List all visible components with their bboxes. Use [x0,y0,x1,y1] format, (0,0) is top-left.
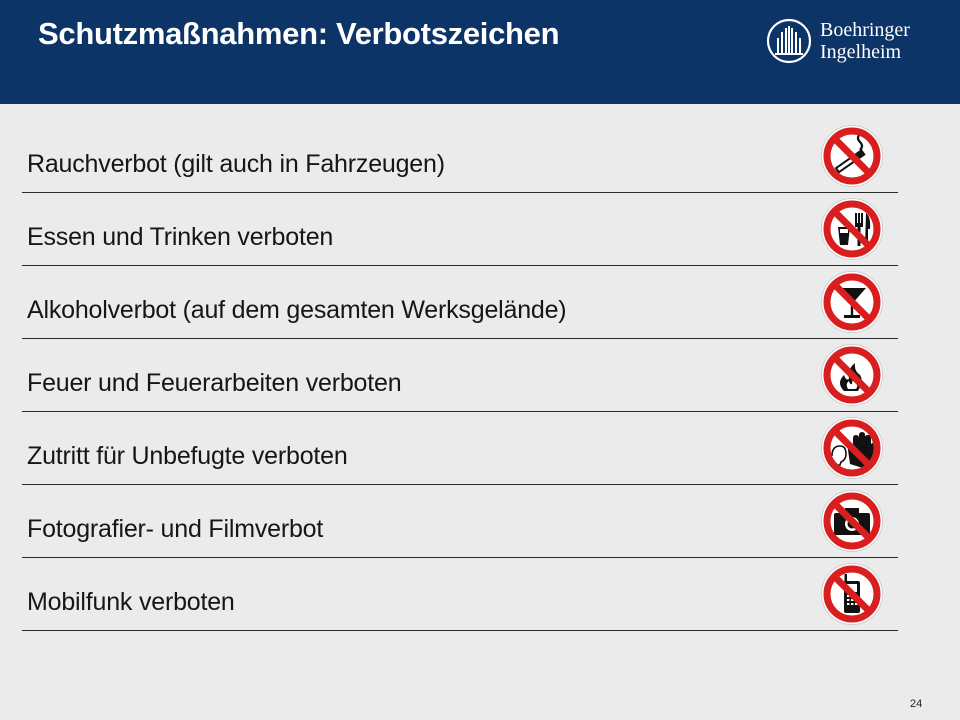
no-photography-sign-icon [820,489,884,553]
header-bar: Schutzmaßnahmen: Verbotszeichen Boehring… [0,0,960,104]
prohibition-list: Rauchverbot (gilt auch in Fahrzeugen) Es… [22,120,898,631]
logo-line-1: Boehringer [820,19,910,41]
no-smoking-sign-icon [820,124,884,188]
list-item-label: Alkoholverbot (auf dem gesamten Werksgel… [27,296,567,324]
no-entry-unauthorized-sign-icon [820,416,884,480]
no-alcohol-sign-icon [820,270,884,334]
list-item: Feuer und Feuerarbeiten verboten [22,339,898,412]
list-item: Alkoholverbot (auf dem gesamten Werksgel… [22,266,898,339]
list-item-label: Feuer und Feuerarbeiten verboten [27,369,402,397]
page-number: 24 [910,698,923,710]
list-item: Essen und Trinken verboten [22,193,898,266]
list-item-label: Fotografier- und Filmverbot [27,515,324,543]
logo-wordmark: Boehringer Ingelheim [820,19,910,63]
boehringer-ingelheim-logo-icon [766,18,812,64]
list-item-label: Rauchverbot (gilt auch in Fahrzeugen) [27,150,445,178]
no-mobile-phone-sign-icon [820,562,884,626]
page-title: Schutzmaßnahmen: Verbotszeichen [38,16,560,51]
list-item-label: Zutritt für Unbefugte verboten [27,442,348,470]
logo-line-2: Ingelheim [820,41,902,63]
no-eating-drinking-sign-icon [820,197,884,261]
list-item-label: Mobilfunk verboten [27,588,235,616]
list-item: Mobilfunk verboten [22,558,898,631]
list-item: Fotografier- und Filmverbot [22,485,898,558]
no-fire-sign-icon [820,343,884,407]
list-item-label: Essen und Trinken verboten [27,223,334,251]
list-item: Rauchverbot (gilt auch in Fahrzeugen) [22,120,898,193]
list-item: Zutritt für Unbefugte verboten [22,412,898,485]
company-logo: Boehringer Ingelheim [766,18,936,66]
